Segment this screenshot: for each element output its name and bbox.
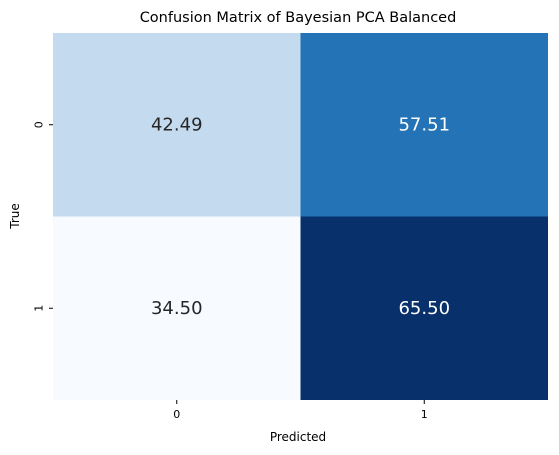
heatmap-cell-label-1-0: 34.50 (151, 298, 203, 319)
heatmap-cells (53, 33, 548, 400)
x-tick-label-0: 0 (173, 408, 180, 421)
heatmap-cell-label-0-0: 42.49 (151, 114, 203, 135)
x-tick-label-1: 1 (421, 408, 428, 421)
y-axis-ticks: 01 (33, 121, 53, 312)
y-tick-label-0: 0 (33, 121, 46, 128)
chart-title: Confusion Matrix of Bayesian PCA Balance… (140, 10, 457, 26)
heatmap-cell-label-1-1: 65.50 (398, 298, 450, 319)
y-axis-label: True (8, 203, 22, 230)
heatmap-cell-labels: 42.49 57.51 34.50 65.50 (151, 114, 450, 319)
y-tick-label-1: 1 (33, 305, 46, 312)
heatmap-cell-0-1 (300, 33, 548, 217)
heatmap-cell-1-0 (53, 216, 301, 400)
heatmap-cell-0-0 (53, 33, 301, 217)
heatmap-cell-label-0-1: 57.51 (398, 114, 450, 135)
x-axis-label: Predicted (270, 430, 326, 444)
heatmap-cell-1-1 (300, 216, 548, 400)
